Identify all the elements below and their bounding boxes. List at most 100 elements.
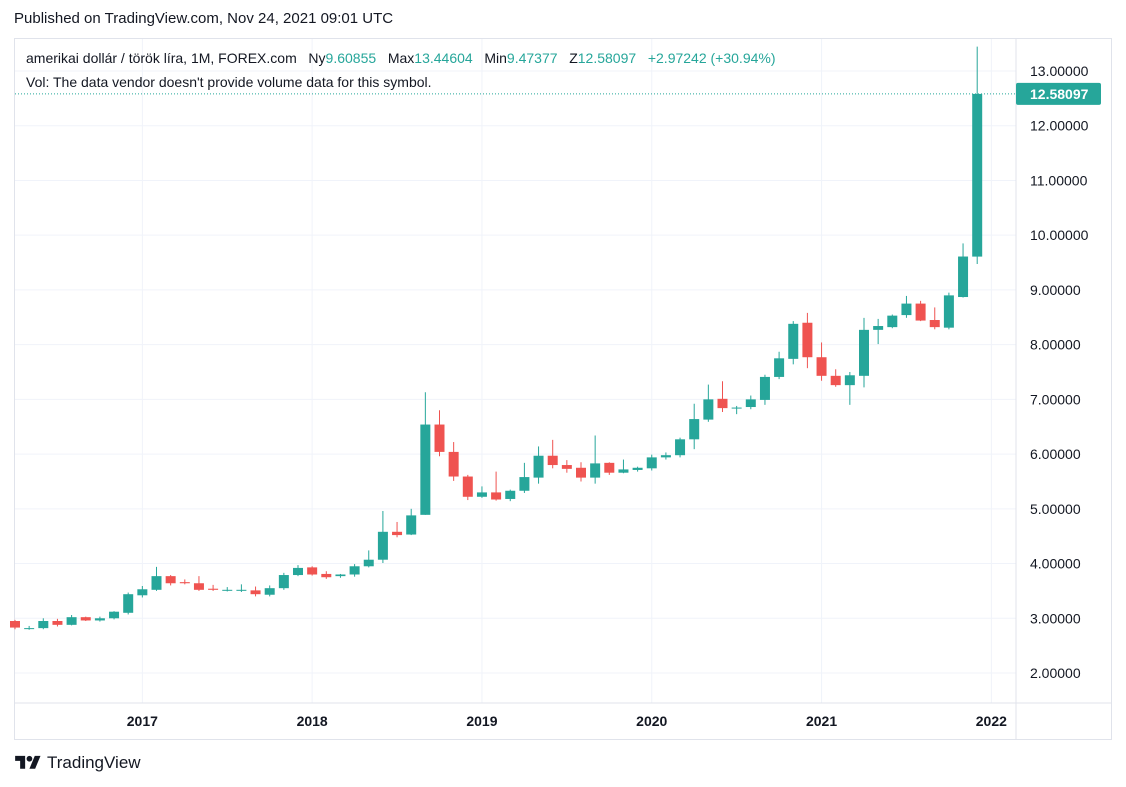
candle [462, 474, 473, 501]
candle-body [264, 588, 275, 595]
candle [392, 521, 403, 538]
candle [406, 508, 417, 536]
legend-open-label: Ny [308, 50, 326, 66]
candle [774, 351, 785, 380]
y-tick-label: 9.00000 [1030, 282, 1081, 298]
y-tick-label: 13.00000 [1030, 63, 1089, 79]
candle-body [703, 399, 714, 420]
candle-body [10, 621, 20, 628]
candle-body [604, 462, 615, 473]
candles [10, 46, 983, 630]
candle-body [717, 398, 728, 409]
x-tick-label: 2022 [976, 713, 1007, 729]
price-overlay: 12.58097 [15, 82, 1101, 105]
published-text: Published on TradingView.com, Nov 24, 20… [14, 10, 394, 27]
candle [632, 466, 643, 472]
candle [293, 565, 303, 577]
candle [80, 616, 91, 622]
candle-body [561, 465, 572, 469]
candle [363, 550, 374, 568]
candle-body [759, 376, 770, 400]
candle-body [788, 323, 799, 359]
candle-body [406, 515, 417, 535]
candle-body [972, 93, 983, 257]
candle [745, 395, 756, 410]
candle-body [236, 589, 247, 591]
candle [491, 471, 502, 501]
y-tick-label: 8.00000 [1030, 337, 1081, 353]
candle [250, 586, 261, 597]
tradingview-logo-icon [15, 755, 41, 769]
candle [802, 312, 813, 369]
y-tick-label: 3.00000 [1030, 610, 1081, 626]
candle-body [307, 567, 318, 575]
candle-body [66, 617, 77, 625]
tradingview-logo[interactable]: TradingView [14, 753, 141, 773]
candle [590, 435, 601, 484]
brand-name: TradingView [47, 753, 141, 772]
candle-body [109, 611, 120, 619]
y-tick-label: 4.00000 [1030, 556, 1081, 572]
candle [193, 576, 204, 591]
candle [66, 614, 77, 626]
candle-body [859, 329, 869, 376]
x-tick-label: 2017 [127, 713, 158, 729]
candle [52, 618, 63, 627]
candle [38, 618, 49, 630]
candle-body [675, 439, 686, 456]
candle-body [660, 455, 671, 458]
volume-note: Vol: The data vendor doesn't provide vol… [26, 74, 432, 90]
candle-body [137, 589, 148, 596]
candle-body [844, 375, 855, 386]
candle-body [590, 463, 601, 478]
candle-body [632, 467, 643, 470]
candle [151, 566, 162, 591]
candle-body [816, 357, 827, 376]
candle-body [943, 295, 954, 328]
candle [519, 462, 530, 493]
candle-body [689, 419, 700, 440]
candle [222, 587, 233, 592]
candle [929, 307, 940, 330]
legend-close-label: Z [569, 50, 578, 66]
candle [307, 566, 318, 576]
candle [943, 292, 954, 330]
candle [859, 317, 869, 388]
candle [434, 410, 445, 457]
legend-low-label: Min [484, 50, 507, 66]
x-tick-label: 2019 [466, 713, 497, 729]
candle [844, 372, 855, 405]
candle [717, 381, 728, 412]
candle [561, 460, 572, 473]
y-tick-label: 11.00000 [1030, 172, 1088, 188]
chart-frame[interactable] [14, 38, 1112, 740]
candle-body [958, 256, 969, 298]
candle [689, 403, 700, 450]
y-tick-label: 6.00000 [1030, 446, 1081, 462]
candle [208, 584, 219, 591]
candle [901, 295, 912, 318]
candle [236, 584, 247, 593]
candle [604, 462, 615, 475]
legend-close-value: 12.58097 [577, 50, 637, 66]
candle [972, 46, 983, 264]
candle-body [377, 531, 388, 560]
candle [10, 619, 20, 630]
candle [915, 300, 926, 322]
candle-body [745, 399, 756, 408]
candle-body [915, 303, 926, 321]
legend-low-value: 9.47377 [506, 50, 558, 66]
candle-body [802, 322, 813, 358]
candle-body [462, 476, 473, 497]
candle [533, 446, 544, 484]
legend-high-value: 13.44604 [414, 50, 473, 66]
candle-body [618, 469, 629, 473]
candle [618, 459, 629, 474]
candle-body [731, 407, 742, 409]
legend-symbol: amerikai dollár / török líra, 1M, FOREX.… [26, 50, 297, 66]
candle-body [434, 424, 445, 452]
candle [830, 369, 841, 387]
candle-body [448, 451, 459, 477]
candle [179, 579, 190, 585]
